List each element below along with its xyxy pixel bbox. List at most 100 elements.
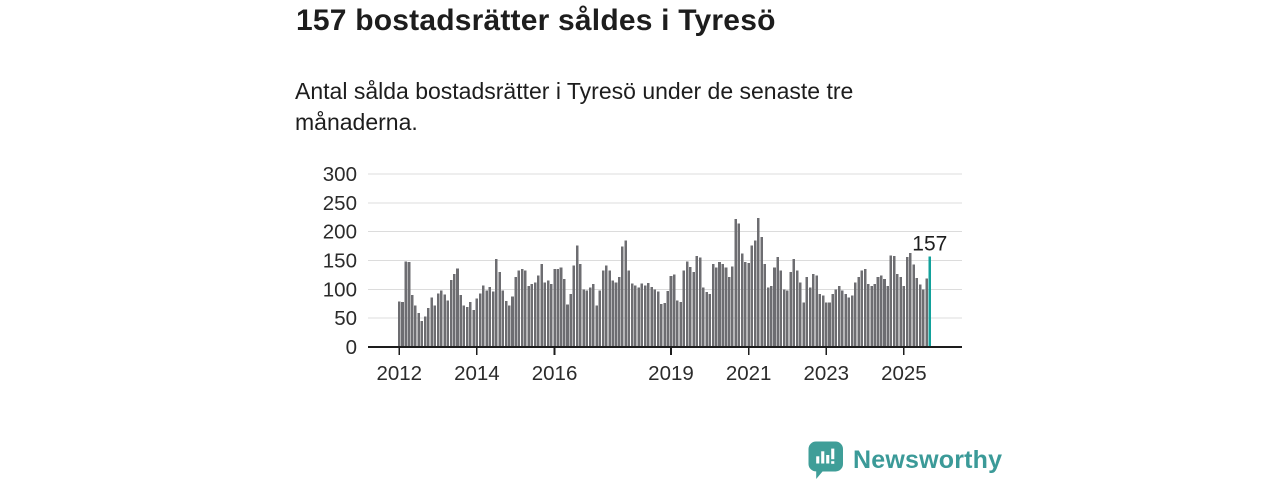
bar	[520, 269, 524, 347]
bar	[647, 282, 650, 347]
bar	[711, 263, 715, 347]
x-tick-label: 2016	[532, 362, 578, 385]
bar	[465, 307, 469, 347]
bar	[504, 300, 508, 347]
bar	[740, 253, 744, 347]
bar	[427, 307, 430, 347]
bar	[692, 272, 695, 347]
bar	[562, 278, 566, 347]
chart-title: 157 bostadsrätter såldes i Tyresö	[296, 4, 776, 37]
bar	[689, 266, 692, 347]
bar	[595, 305, 598, 347]
bar	[753, 240, 757, 347]
bar	[695, 255, 699, 347]
y-tick-label: 100	[323, 278, 357, 301]
bar	[831, 293, 834, 347]
bar	[902, 285, 906, 347]
bar	[569, 293, 572, 347]
bar	[572, 265, 576, 347]
bar	[627, 270, 631, 347]
bar	[669, 276, 673, 347]
bar	[452, 273, 456, 347]
bar	[679, 302, 682, 347]
bar	[724, 267, 728, 347]
bar	[498, 272, 501, 347]
bar	[482, 285, 485, 347]
bar	[621, 246, 624, 347]
bar	[876, 277, 880, 347]
bar	[760, 236, 763, 347]
bar	[540, 263, 543, 347]
x-tick-label: 2019	[648, 362, 694, 385]
bar	[666, 291, 670, 347]
bar	[537, 275, 540, 347]
bar	[601, 270, 605, 347]
bar	[867, 284, 870, 347]
bar	[922, 289, 925, 347]
bar	[808, 287, 812, 347]
bar	[841, 290, 844, 347]
bar	[410, 295, 414, 347]
bar	[682, 270, 686, 347]
bar	[624, 240, 627, 347]
bar	[834, 289, 838, 347]
bar	[420, 321, 424, 347]
x-axis-ticks	[398, 348, 905, 355]
bar	[530, 284, 534, 347]
x-tick-label: 2014	[454, 362, 500, 385]
bar	[776, 257, 780, 347]
bar	[731, 266, 734, 347]
bar	[847, 297, 851, 347]
bar	[870, 285, 873, 347]
bar	[550, 284, 553, 347]
bar	[588, 287, 592, 347]
bar	[779, 270, 783, 347]
bar	[727, 277, 731, 347]
bar	[766, 287, 770, 347]
bar	[899, 277, 902, 347]
bar	[685, 261, 689, 347]
bar	[795, 270, 799, 347]
bar	[462, 305, 466, 347]
bar	[744, 262, 747, 347]
bar	[650, 287, 653, 347]
bar	[886, 285, 889, 347]
bar	[844, 293, 847, 347]
chart-subtitle: Antal sålda bostadsrätter i Tyresö under…	[295, 78, 854, 135]
bar	[446, 300, 450, 347]
bar	[883, 278, 886, 347]
bar	[546, 280, 550, 347]
bar	[475, 298, 479, 347]
bar	[702, 287, 705, 347]
bar	[527, 285, 530, 347]
bar	[653, 289, 657, 347]
x-tick-label: 2021	[726, 362, 772, 385]
bar	[433, 305, 437, 347]
bar	[660, 303, 663, 347]
bar	[850, 295, 854, 347]
bar	[708, 293, 712, 347]
bar	[734, 218, 737, 347]
bar	[889, 255, 893, 347]
bar	[663, 303, 666, 347]
bar	[585, 290, 589, 347]
bar	[815, 275, 818, 347]
bar	[436, 293, 440, 347]
y-tick-label: 0	[346, 336, 357, 359]
newsworthy-logo-text: Newsworthy	[853, 446, 1003, 474]
bar	[715, 267, 718, 347]
bar	[792, 258, 796, 347]
bar	[511, 296, 514, 347]
bar	[786, 290, 789, 347]
bar	[750, 245, 754, 347]
bar	[909, 253, 912, 347]
y-tick-label: 300	[323, 163, 357, 186]
logo-barchart-glyph	[816, 448, 835, 464]
bar	[789, 272, 792, 347]
newsworthy-logo-icon	[808, 441, 843, 479]
bar	[799, 282, 802, 347]
bar	[782, 289, 786, 347]
y-tick-label: 150	[323, 250, 357, 273]
bar	[514, 277, 517, 347]
bar	[879, 275, 883, 347]
